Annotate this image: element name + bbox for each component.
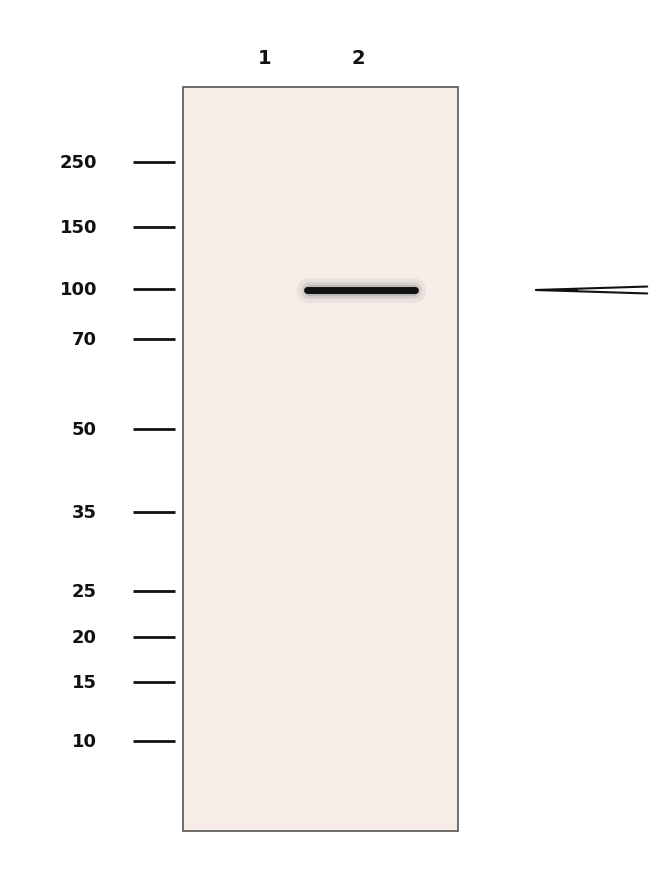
Text: 2: 2 [351,49,365,68]
Text: 150: 150 [60,219,97,236]
Text: 70: 70 [72,330,97,348]
Text: 15: 15 [72,673,97,691]
Text: 25: 25 [72,582,97,600]
Text: 10: 10 [72,733,97,750]
Text: 20: 20 [72,628,97,647]
Text: 50: 50 [72,421,97,439]
Text: 250: 250 [60,154,97,172]
Text: 1: 1 [258,49,272,68]
Text: 100: 100 [60,281,97,299]
Text: 35: 35 [72,503,97,521]
Bar [183,88,458,831]
